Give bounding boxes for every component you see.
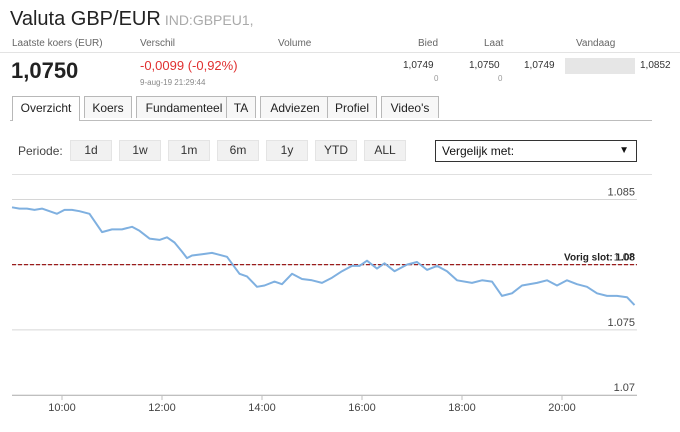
- divider: [12, 174, 652, 175]
- dropdown-caret-icon: ▼: [619, 145, 629, 156]
- ask-size: 0: [498, 74, 503, 83]
- chart-x-axis: 10:00 12:00 14:00 16:00 18:00 20:00: [48, 395, 576, 414]
- tab-bar: Overzicht Koers Fundamenteel TA Adviezen…: [10, 95, 652, 121]
- bid-value: 1,0749: [403, 60, 434, 71]
- today-label: Vandaag: [576, 38, 616, 49]
- period-1y-button[interactable]: 1y: [266, 140, 308, 161]
- symbol-code: IND:GBPEU1,: [164, 12, 254, 28]
- y-tick-label: 1.08: [614, 252, 635, 264]
- today-low: 1,0749: [524, 60, 555, 71]
- tab-fundamenteel[interactable]: Fundamenteel: [136, 96, 232, 118]
- prev-close-label: Vorig slot: 1.08: [564, 253, 635, 264]
- today-range-bar: [565, 58, 635, 74]
- x-tick-label: 18:00: [448, 402, 476, 414]
- volume-label: Volume: [278, 38, 312, 49]
- header: Valuta GBP/EUR IND:GBPEU1,: [10, 8, 254, 31]
- compare-dropdown[interactable]: Vergelijk met: ▼: [435, 140, 637, 162]
- x-tick-label: 16:00: [348, 402, 376, 414]
- period-6m-button[interactable]: 6m: [217, 140, 259, 161]
- quote-datetime: 9-aug-19 21:29:44: [140, 78, 206, 87]
- period-1w-button[interactable]: 1w: [119, 140, 161, 161]
- bid-size: 0: [434, 74, 439, 83]
- last-price: 1,0750: [11, 58, 79, 83]
- chart-gridlines: [12, 198, 637, 396]
- chart-y-axis: 1.085 1.08 1.075 1.07: [607, 186, 635, 394]
- today-high: 1,0852: [640, 60, 671, 71]
- x-tick-label: 14:00: [248, 402, 276, 414]
- tab-adviezen[interactable]: Adviezen: [260, 96, 330, 118]
- tab-koers[interactable]: Koers: [84, 96, 132, 118]
- period-all-button[interactable]: ALL: [364, 140, 406, 161]
- stats-values-row: 1,0750 -0,0099 (-0,92%) 9-aug-19 21:29:4…: [0, 56, 680, 90]
- y-tick-label: 1.085: [607, 186, 635, 198]
- y-tick-label: 1.075: [607, 317, 635, 329]
- y-tick-label: 1.07: [614, 382, 635, 394]
- price-series-line: [11, 206, 636, 306]
- ask-label: Laat: [484, 38, 504, 49]
- bid-label: Bied: [418, 38, 439, 49]
- change-value: -0,0099 (-0,92%): [140, 58, 238, 73]
- period-1m-button[interactable]: 1m: [168, 140, 210, 161]
- tab-profiel[interactable]: Profiel: [327, 96, 377, 118]
- stats-header-row: Laatste koers (EUR) Verschil Volume Bied…: [0, 38, 680, 53]
- tab-overzicht[interactable]: Overzicht: [12, 96, 80, 121]
- ask-value: 1,0750: [469, 60, 500, 71]
- tab-ta[interactable]: TA: [226, 96, 256, 118]
- last-price-label: Laatste koers (EUR): [12, 38, 103, 49]
- x-tick-label: 12:00: [148, 402, 176, 414]
- page-title: Valuta GBP/EUR: [10, 8, 161, 30]
- change-label: Verschil: [140, 38, 176, 49]
- period-label: Periode:: [18, 144, 63, 158]
- compare-label: Vergelijk met:: [442, 144, 515, 158]
- period-1d-button[interactable]: 1d: [70, 140, 112, 161]
- tab-videos[interactable]: Video's: [381, 96, 439, 118]
- period-ytd-button[interactable]: YTD: [315, 140, 357, 161]
- x-tick-label: 20:00: [548, 402, 576, 414]
- x-tick-label: 10:00: [48, 402, 76, 414]
